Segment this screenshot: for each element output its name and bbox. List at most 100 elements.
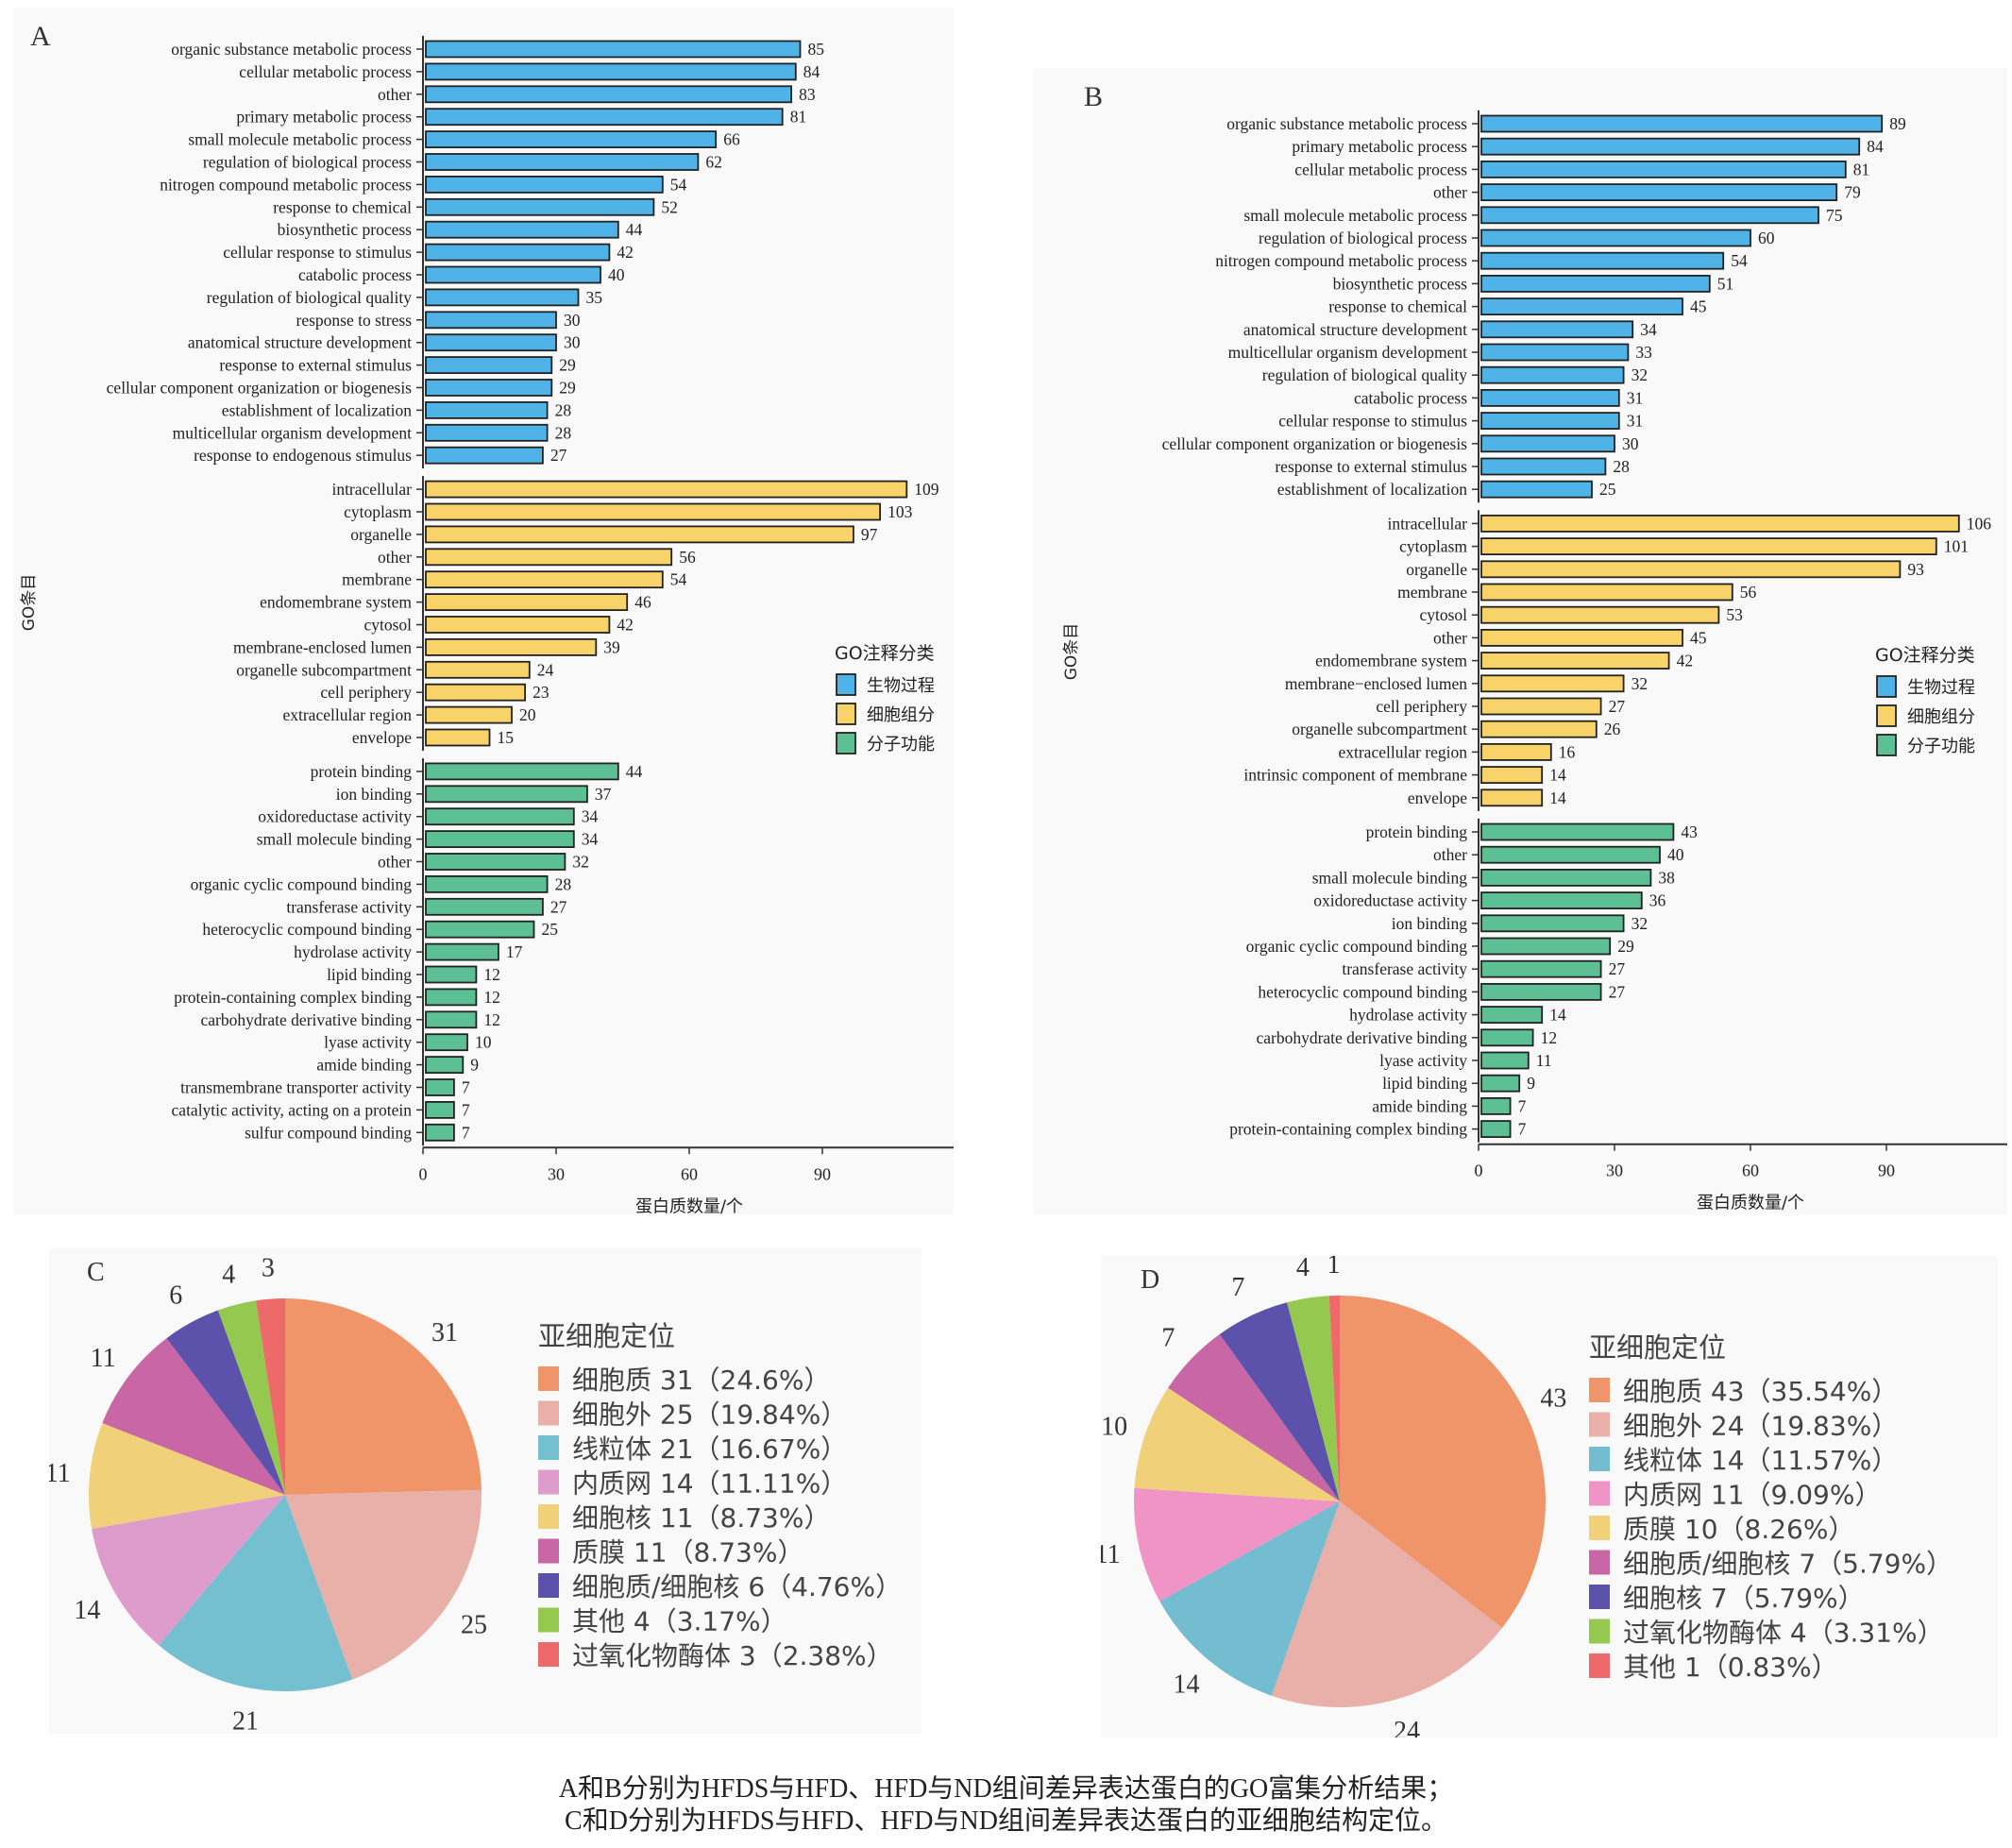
- value-label: 16: [1559, 742, 1576, 761]
- bar: [1480, 822, 1675, 841]
- value-label: 40: [608, 265, 625, 284]
- legend-title: 亚细胞定位: [1589, 1331, 1726, 1364]
- bar: [425, 616, 611, 634]
- bar: [425, 502, 882, 521]
- category-label: cytoplasm: [344, 502, 412, 521]
- category-label: lipid binding: [327, 965, 412, 984]
- bar: [1480, 652, 1670, 670]
- pie-slice: [1328, 1296, 1340, 1501]
- bar: [425, 480, 908, 499]
- bar: [1480, 343, 1630, 362]
- category-label: protein-containing complex binding: [1229, 1120, 1467, 1139]
- legend-title: GO注释分类: [1875, 645, 1975, 666]
- bar: [425, 400, 549, 419]
- category-label: biosynthetic process: [278, 220, 413, 239]
- category-label: other: [1433, 628, 1467, 647]
- category-label: organelle: [350, 525, 412, 544]
- category-label: regulation of biological process: [203, 153, 412, 172]
- slice-value-label: 25: [461, 1610, 487, 1639]
- bar: [425, 705, 513, 724]
- value-label: 12: [483, 965, 500, 984]
- bar: [1480, 457, 1607, 476]
- legend-label: 细胞质 43（35.54%）: [1623, 1376, 1898, 1407]
- x-tick-label: 60: [681, 1164, 698, 1183]
- value-label: 7: [462, 1100, 470, 1119]
- bar: [1480, 537, 1937, 556]
- x-tick-label: 0: [419, 1164, 428, 1183]
- category-label: amide binding: [316, 1056, 412, 1075]
- category-label: biosynthetic process: [1333, 274, 1468, 293]
- category-label: intracellular: [331, 480, 412, 499]
- category-label: primary metabolic process: [1292, 137, 1467, 156]
- value-label: 85: [808, 40, 825, 59]
- legend-swatch: [538, 1435, 559, 1460]
- category-label: hydrolase activity: [294, 942, 412, 961]
- value-label: 32: [1632, 674, 1648, 693]
- category-label: regulation of biological quality: [207, 288, 412, 307]
- bar: [425, 638, 598, 656]
- category-label: other: [378, 853, 412, 872]
- legend-swatch: [1589, 1412, 1610, 1437]
- category-label: catabolic process: [1354, 388, 1467, 407]
- category-label: intrinsic component of membrane: [1243, 766, 1467, 785]
- pie-slice: [255, 1298, 285, 1495]
- slice-value-label: 7: [1161, 1323, 1175, 1352]
- value-label: 81: [790, 108, 807, 127]
- value-label: 30: [564, 311, 581, 330]
- category-label: organic cyclic compound binding: [191, 874, 413, 893]
- value-label: 25: [542, 920, 559, 939]
- pie-slice: [1219, 1302, 1340, 1501]
- category-label: cell periphery: [1376, 697, 1467, 716]
- legend-swatch: [836, 703, 856, 725]
- value-label: 106: [1967, 514, 1992, 533]
- value-label: 20: [519, 705, 536, 724]
- bar: [425, 762, 619, 781]
- bar: [1480, 1051, 1530, 1070]
- panel-letter: B: [1084, 81, 1103, 112]
- legend-swatch: [1876, 734, 1897, 756]
- pie-slice: [92, 1495, 285, 1646]
- bar: [1480, 1074, 1521, 1093]
- bar: [1480, 412, 1620, 431]
- legend-swatch: [836, 732, 856, 754]
- legend-swatch: [1876, 704, 1897, 727]
- bar: [1480, 845, 1661, 864]
- x-tick-label: 60: [1742, 1161, 1759, 1180]
- bar: [425, 965, 478, 984]
- slice-value-label: 11: [1101, 1540, 1121, 1569]
- category-label: other: [1433, 845, 1467, 864]
- legend-label: 生物过程: [867, 676, 935, 696]
- category-label: endomembrane system: [260, 593, 412, 612]
- value-label: 75: [1826, 206, 1843, 225]
- pie-slice: [159, 1495, 353, 1691]
- pie-slice: [166, 1310, 285, 1495]
- bar: [425, 311, 557, 330]
- bar: [1480, 766, 1544, 784]
- category-label: endomembrane system: [1315, 652, 1467, 670]
- value-label: 14: [1549, 766, 1566, 785]
- value-label: 84: [1867, 137, 1884, 156]
- value-label: 31: [1627, 412, 1644, 431]
- bar: [425, 197, 655, 216]
- category-label: cellular component organization or bioge…: [107, 379, 413, 398]
- bar: [1480, 1097, 1512, 1115]
- bar: [425, 1123, 455, 1142]
- value-label: 23: [533, 683, 549, 702]
- bar: [1480, 891, 1643, 909]
- category-label: organic substance metabolic process: [1226, 114, 1467, 133]
- legend-swatch: [538, 1538, 559, 1564]
- bar: [425, 40, 802, 59]
- legend-swatch: [538, 1366, 559, 1391]
- category-label: cellular metabolic process: [1294, 160, 1467, 178]
- bar: [425, 1101, 455, 1119]
- bar: [425, 853, 566, 871]
- legend-label: 线粒体 21（16.67%）: [572, 1433, 847, 1465]
- value-label: 81: [1853, 160, 1870, 178]
- category-label: anatomical structure development: [188, 333, 412, 352]
- category-label: carbohydrate derivative binding: [200, 1010, 412, 1029]
- pie-slice: [1134, 1487, 1340, 1602]
- value-label: 83: [799, 85, 816, 104]
- bar: [425, 785, 588, 804]
